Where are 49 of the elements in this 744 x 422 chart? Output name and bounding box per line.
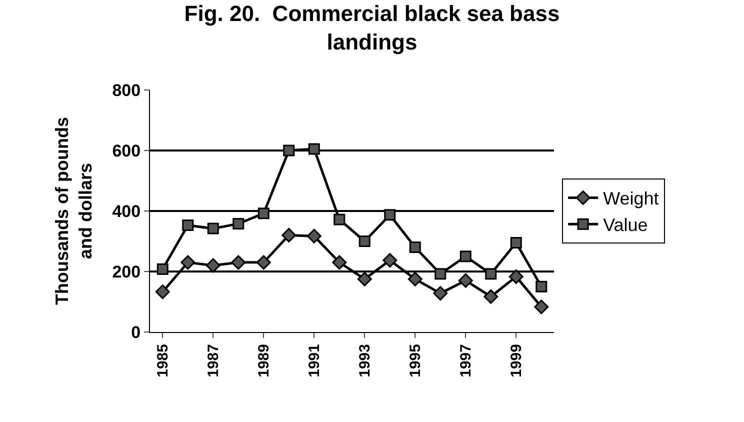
point (256, 255, 271, 270)
point (384, 209, 396, 221)
point (306, 228, 322, 244)
y-tick-label: 800 (112, 80, 141, 100)
point (155, 284, 170, 300)
point (458, 273, 473, 288)
legend-label: Value (603, 215, 648, 236)
point (409, 242, 421, 254)
point (357, 272, 372, 286)
x-tick-label: 1989 (256, 344, 273, 378)
point (534, 300, 549, 314)
x-tick-label: 1993 (356, 344, 374, 378)
point (182, 219, 194, 231)
x-tick-label: 1985 (154, 344, 172, 378)
point (180, 255, 196, 270)
point (332, 255, 347, 270)
y-tick-label: 600 (112, 141, 141, 160)
point (334, 214, 346, 226)
x-tick-label: 1991 (306, 344, 324, 378)
chart-title: Fig. 20. Commercial black sea bass landings (184, 1, 560, 55)
point (508, 269, 524, 284)
y-tick-label: 400 (112, 202, 141, 221)
x-tick-label: 1999 (508, 344, 526, 378)
point (207, 222, 219, 234)
y-tick-label: 0 (131, 322, 141, 342)
point (232, 218, 244, 230)
point (460, 250, 472, 262)
point (434, 268, 446, 280)
point (510, 237, 522, 249)
point (282, 228, 296, 242)
point (231, 255, 246, 270)
point (536, 280, 548, 292)
point (283, 144, 295, 156)
point (382, 253, 398, 268)
point (485, 268, 497, 280)
x-tick-label: 1997 (458, 344, 475, 378)
y-tick-label: 200 (112, 262, 141, 282)
y-axis-title: Thousands of pounds and dollars (52, 117, 96, 305)
point (206, 258, 220, 273)
legend-label: Weight (603, 188, 659, 209)
x-tick-label: 1987 (205, 344, 222, 378)
point (408, 272, 422, 286)
point (258, 208, 270, 220)
x-tick-label: 1995 (407, 344, 424, 378)
point (484, 289, 498, 304)
point (156, 263, 168, 275)
point (358, 236, 370, 247)
point (433, 286, 448, 301)
point (308, 143, 320, 155)
